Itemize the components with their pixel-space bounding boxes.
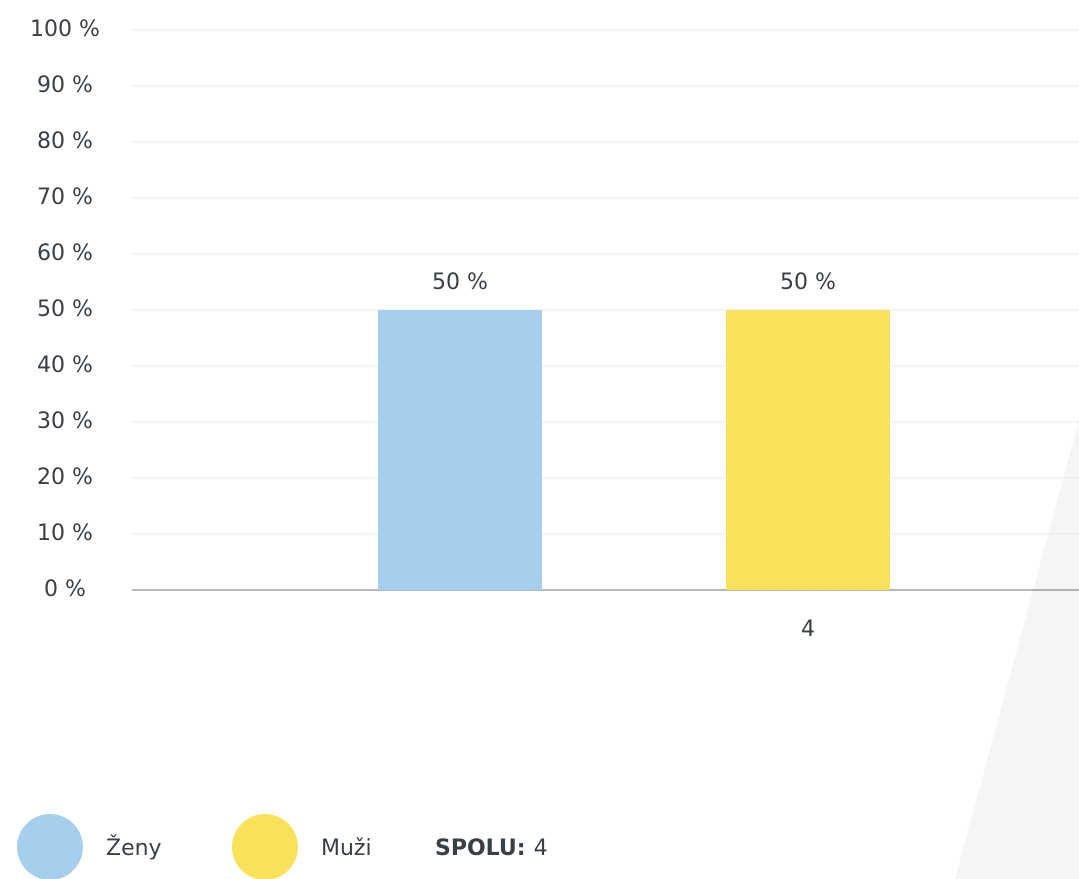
legend-swatch — [17, 814, 83, 879]
y-tick-label: 50 % — [37, 297, 93, 322]
y-tick-label: 90 % — [37, 73, 93, 98]
y-tick-label: 100 % — [30, 17, 100, 42]
bar — [378, 310, 542, 590]
value-label: 50 % — [780, 270, 836, 295]
legend-swatch — [232, 814, 298, 879]
y-tick-label: 60 % — [37, 241, 93, 266]
value-label: 50 % — [432, 270, 488, 295]
y-tick-label: 20 % — [37, 465, 93, 490]
y-tick-label: 70 % — [37, 185, 93, 210]
bar — [726, 310, 890, 590]
total-label: SPOLU: — [435, 836, 526, 861]
total-value: 4 — [534, 836, 548, 861]
x-tick-label: 4 — [801, 617, 815, 642]
y-tick-label: 10 % — [37, 521, 93, 546]
y-tick-label: 40 % — [37, 353, 93, 378]
y-tick-label: 80 % — [37, 129, 93, 154]
y-tick-label: 30 % — [37, 409, 93, 434]
legend-label: Ženy — [106, 835, 162, 861]
y-tick-label: 0 % — [44, 577, 86, 602]
legend-label: Muži — [321, 836, 372, 861]
background-shape — [955, 420, 1079, 879]
